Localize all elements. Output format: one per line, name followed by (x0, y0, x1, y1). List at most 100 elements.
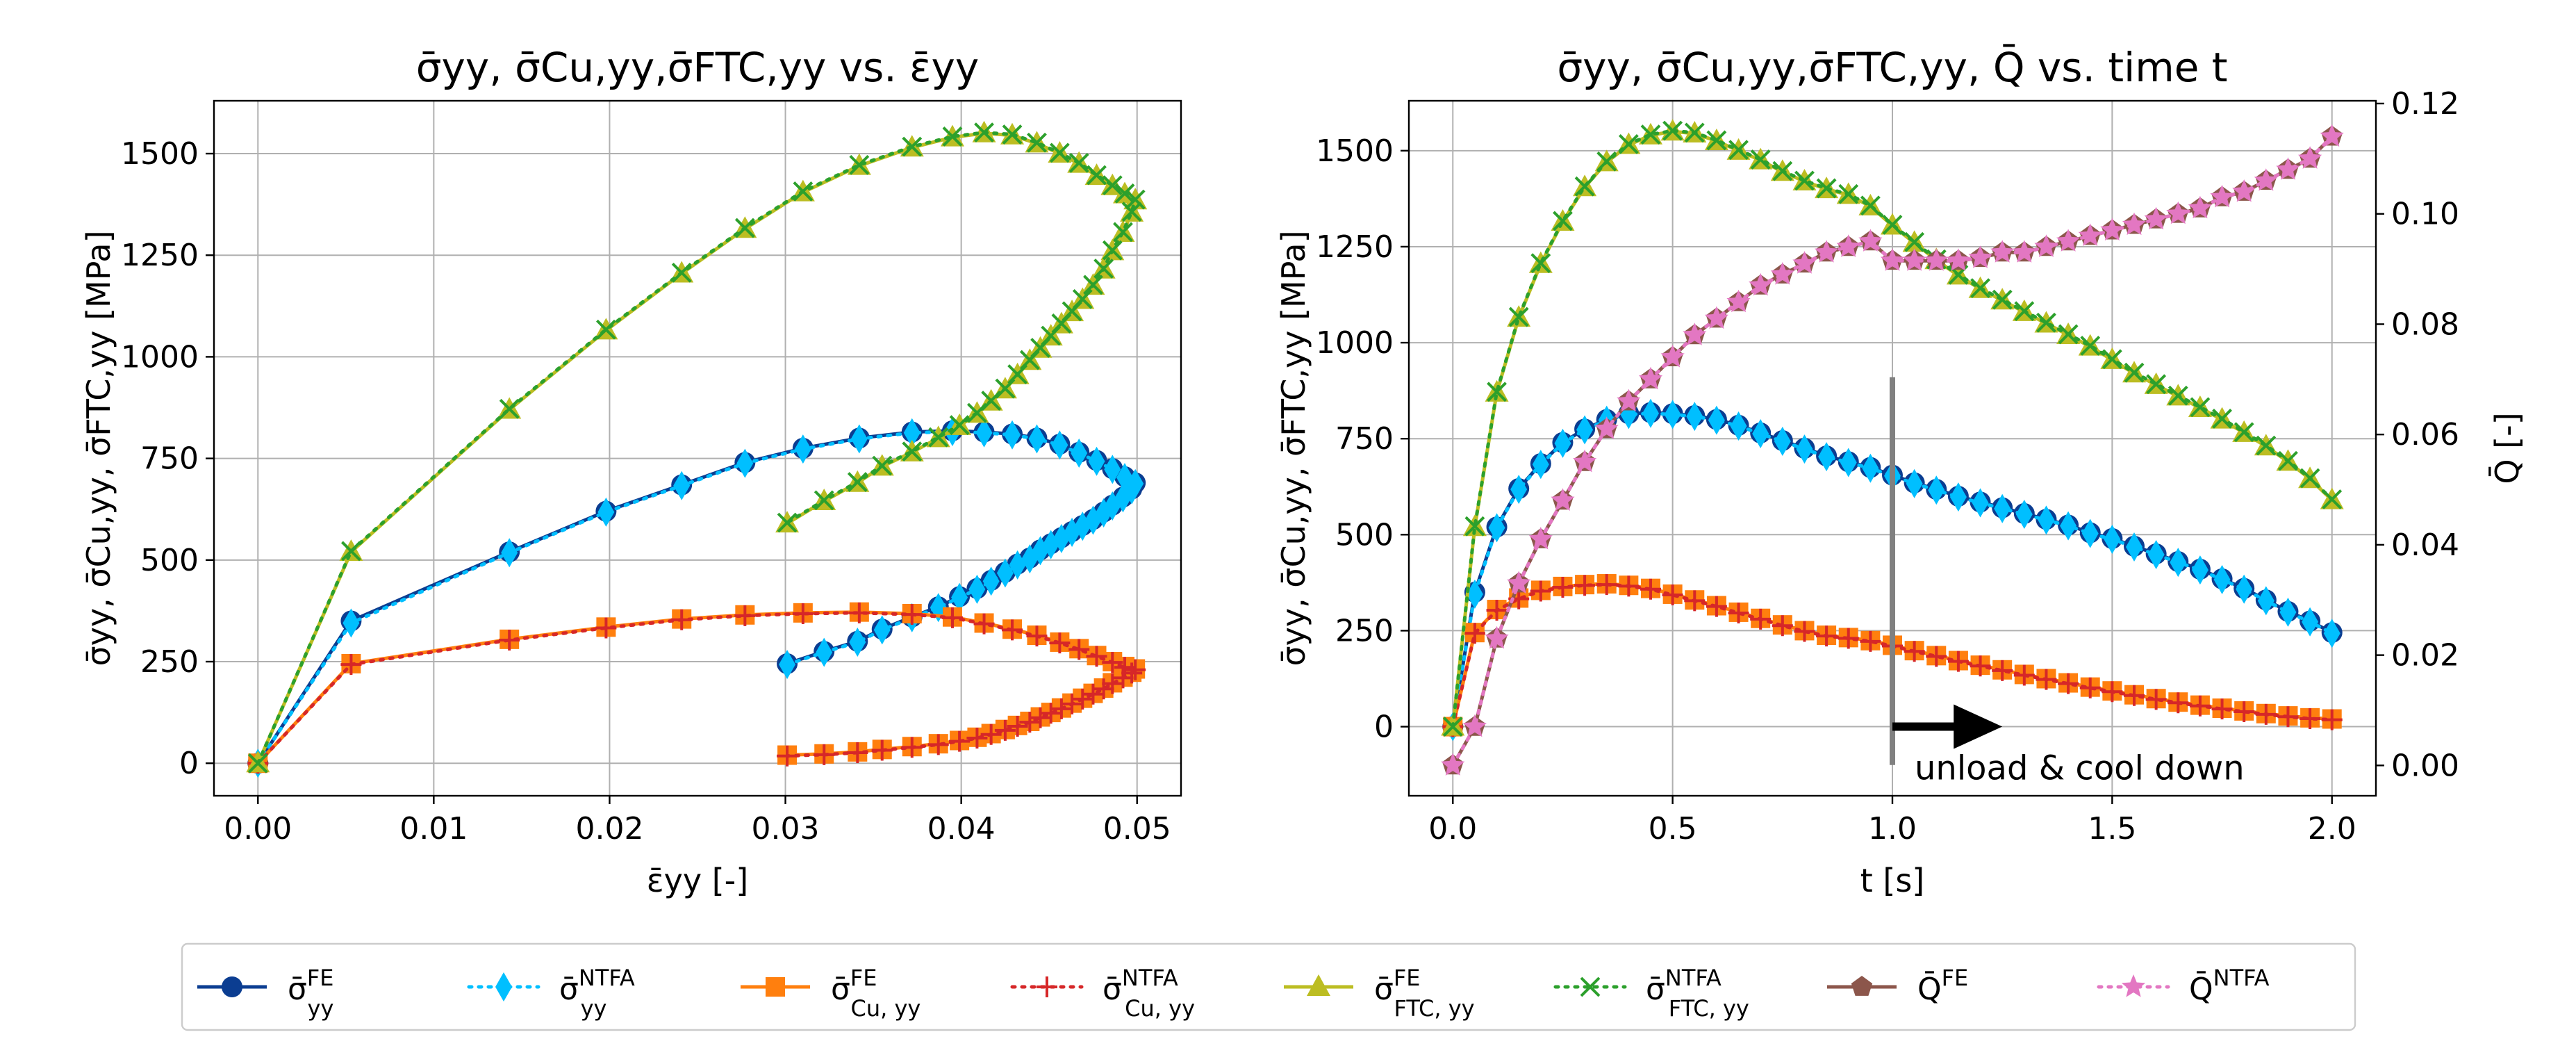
left-point-ftc_ntfa (966, 402, 987, 423)
chart-left: 0.00 0.01 0.02 0.03 0.04 0.05 0 250 500 750 1000 12… (80, 44, 1182, 899)
right-point-s_ntfa (2191, 555, 2208, 585)
right-point-q_ntfa (1836, 234, 1860, 257)
right-point-ftc_ntfa (1750, 149, 1771, 170)
right-point-cu_ntfa (2079, 677, 2101, 698)
left-point-ftc_ntfa (1083, 275, 1103, 295)
right-point-ftc_ntfa (1706, 130, 1727, 151)
right-ytick-label: 500 (1335, 517, 1394, 553)
left-ytick-label: 1250 (121, 238, 199, 273)
right-point-q_ntfa (2144, 206, 2168, 230)
left-point-cu_ntfa (949, 730, 971, 752)
right-point-q_ntfa (1946, 248, 1970, 271)
right-y2tick-label: 0.00 (2391, 748, 2459, 783)
right-title: σ̄yy, σ̄Cu,yy,σ̄FTC,yy, Q̄ vs. time t (1557, 42, 2227, 91)
left-line-ftc_ntfa (256, 131, 1138, 765)
right-point-cu_ntfa (1947, 651, 1969, 672)
right-point-cu_ntfa (2211, 698, 2233, 720)
right-point-s_ntfa (2060, 511, 2077, 541)
left-point-cu_ntfa (1062, 693, 1083, 714)
left-point-s_ntfa (1071, 439, 1088, 468)
right-point-ftc_ntfa (1860, 195, 1881, 216)
left-point-cu_ntfa (499, 630, 520, 651)
right-point-q_ntfa (1858, 229, 1883, 252)
right-point-q_ntfa (2254, 168, 2278, 191)
right-point-cu_ntfa (1486, 600, 1508, 621)
left-point-ftc_ntfa (942, 126, 963, 147)
right-point-s_ntfa (2015, 500, 2033, 530)
right-point-cu_ntfa (1530, 580, 1551, 602)
right-series-ftc_ntfa (1442, 120, 2343, 737)
left-point-cu_ntfa (1049, 632, 1071, 654)
unload-arrow-head (1954, 704, 2003, 749)
left-point-s_ntfa (342, 608, 360, 638)
legend-label-q_fe: Q̄FE (1917, 965, 1968, 1007)
right-point-s_ntfa (1818, 442, 1835, 472)
left-point-ftc_ntfa (499, 398, 520, 419)
right-point-ftc_ntfa (1882, 215, 1903, 235)
left-point-ftc_ntfa (671, 262, 692, 283)
right-point-ftc_ntfa (1992, 289, 2013, 310)
left-point-cu_ntfa (1102, 652, 1123, 673)
left-xtick-label: 0.00 (224, 811, 292, 847)
left-point-ftc_ntfa (949, 415, 970, 436)
unload-annotation: unload & cool down (1915, 749, 2245, 788)
right-point-ftc_ntfa (1816, 178, 1837, 199)
legend-entry-ftc_ntfa: σ̄NTFA FTC, yy (1553, 965, 1749, 1022)
right-point-s_ntfa (1840, 448, 1857, 477)
right-y2tick-label: 0.06 (2391, 417, 2459, 452)
right-xtick-label: 0.0 (1428, 811, 1477, 847)
left-point-ftc_ntfa (595, 319, 616, 340)
right-point-cu_ntfa (1464, 623, 1485, 644)
right-point-ftc_ntfa (1487, 382, 1507, 402)
right-point-ftc_ntfa (2278, 450, 2298, 471)
right-point-q_ntfa (2056, 229, 2081, 252)
right-point-cu_ntfa (2058, 673, 2079, 694)
left-point-cu_ntfa (1050, 698, 1072, 719)
legend-label-q_ntfa: Q̄NTFA (2189, 965, 2270, 1007)
left-point-ftc_ntfa (1121, 202, 1142, 222)
left-point-cu_ntfa (814, 744, 835, 765)
left-frame (213, 99, 1182, 797)
legend-marker-cu_ntfa (1037, 976, 1057, 997)
right-xtick-label: 1.0 (1868, 811, 1917, 847)
right-point-ftc_ntfa (2300, 468, 2320, 489)
right-point-ftc_ntfa (2234, 422, 2254, 443)
right-point-q_ntfa (2122, 212, 2147, 236)
legend-entry-q_ntfa: Q̄NTFA (2097, 965, 2270, 1007)
right-y2tick-label: 0.08 (2391, 306, 2459, 342)
left-point-s_ntfa (849, 627, 866, 657)
right-y2tick-label: 0.02 (2391, 638, 2459, 673)
left-point-ftc_ntfa (1027, 132, 1047, 153)
left-point-ftc_ntfa (1093, 259, 1114, 279)
right-point-cu_ntfa (1706, 596, 1727, 617)
right-point-q_ntfa (1617, 389, 1641, 412)
right-point-q_ntfa (1968, 245, 1992, 268)
right-point-q_ntfa (1462, 714, 1487, 737)
left-point-s_ntfa (1004, 420, 1021, 450)
right-point-ftc_ntfa (1574, 176, 1595, 197)
right-point-s_ntfa (2126, 532, 2142, 562)
right-point-q_ntfa (2078, 223, 2102, 246)
left-point-ftc_ntfa (872, 455, 893, 476)
right-point-s_ntfa (1774, 427, 1791, 457)
legend-marker-s_ntfa (495, 972, 512, 1001)
right-point-ftc_ntfa (1618, 134, 1639, 154)
right-point-q_ntfa (1573, 449, 1597, 473)
left-series-cu_ntfa (247, 602, 1146, 774)
left-point-cu_ntfa (671, 609, 693, 630)
left-point-ftc_ntfa (1102, 240, 1123, 261)
right-y2tick-label: 0.12 (2391, 86, 2459, 122)
right-point-ftc_ntfa (1794, 170, 1815, 191)
right-point-ftc_ntfa (1684, 122, 1705, 143)
right-point-q_ntfa (2012, 240, 2036, 263)
right-point-cu_ntfa (2102, 681, 2123, 703)
left-point-cu_ntfa (1102, 673, 1123, 694)
left-point-ftc_ntfa (1102, 175, 1123, 196)
left-point-ftc_ntfa (1002, 124, 1023, 145)
left-point-cu_ntfa (871, 739, 893, 761)
right-point-q_ntfa (1683, 322, 1707, 345)
legend-marker-s_fe (222, 976, 242, 997)
left-point-ftc_ntfa (1087, 165, 1107, 186)
legend-label-ftc_fe: σ̄FE FTC, yy (1374, 965, 1475, 1022)
legend-label-ftc_ntfa: σ̄NTFA FTC, yy (1646, 965, 1749, 1022)
